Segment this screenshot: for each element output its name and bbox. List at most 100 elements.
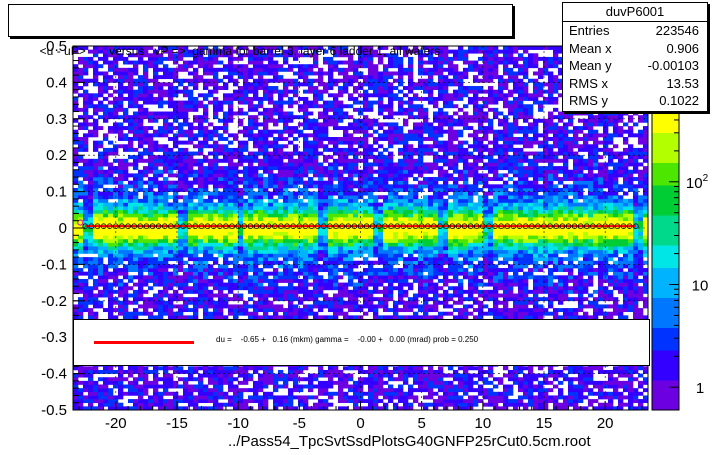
heatmap-cell — [198, 184, 204, 189]
heatmap-cell — [243, 86, 249, 90]
heatmap-cell — [168, 173, 174, 178]
heatmap-cell — [308, 71, 314, 76]
heatmap-cell — [118, 268, 124, 272]
heatmap-cell — [123, 89, 129, 94]
heatmap-cell — [103, 107, 109, 112]
heatmap-cell — [328, 191, 334, 196]
heatmap-cell — [333, 238, 339, 243]
heatmap-cell — [203, 282, 209, 287]
heatmap-cell — [238, 242, 244, 247]
heatmap-cell — [373, 100, 379, 105]
heatmap-cell — [148, 304, 154, 309]
heatmap-cell — [73, 282, 79, 287]
heatmap-cell — [268, 308, 274, 313]
heatmap-cell — [83, 289, 89, 294]
heatmap-cell — [168, 155, 174, 160]
heatmap-cell — [308, 260, 314, 265]
heatmap-cell — [183, 107, 189, 112]
heatmap-cell — [108, 107, 114, 112]
heatmap-cell — [178, 162, 184, 167]
heatmap-cell — [213, 158, 219, 163]
heatmap-cell — [113, 187, 119, 192]
heatmap-cell — [143, 187, 149, 192]
heatmap-cell — [208, 177, 214, 181]
heatmap-cell — [143, 300, 149, 305]
heatmap-cell — [338, 177, 344, 181]
heatmap-cell — [223, 180, 229, 185]
heatmap-cell — [193, 384, 199, 389]
heatmap-cell — [308, 78, 314, 83]
heatmap-cell — [188, 53, 194, 58]
heatmap-cell — [228, 60, 234, 65]
heatmap-cell — [93, 60, 99, 65]
heatmap-cell — [238, 209, 244, 214]
heatmap-cell — [183, 147, 189, 152]
heatmap-cell — [223, 147, 229, 152]
heatmap-cell — [378, 253, 384, 258]
heatmap-cell — [203, 257, 209, 262]
heatmap-cell — [238, 140, 244, 145]
heatmap-cell — [203, 406, 209, 411]
heatmap-cell — [353, 202, 359, 207]
heatmap-cell — [153, 82, 159, 87]
heatmap-cell — [233, 297, 239, 302]
heatmap-cell — [258, 49, 264, 54]
heatmap-cell — [293, 89, 299, 94]
heatmap-cell — [328, 166, 334, 171]
heatmap-cell — [343, 395, 349, 400]
heatmap-cell — [318, 289, 324, 294]
heatmap-cell — [153, 111, 159, 116]
heatmap-cell — [323, 107, 329, 112]
heatmap-cell — [78, 86, 84, 90]
heatmap-cell — [163, 129, 169, 134]
heatmap-cell — [383, 246, 389, 251]
heatmap-cell — [168, 271, 174, 276]
heatmap-cell — [363, 242, 369, 247]
heatmap-cell — [138, 86, 144, 90]
heatmap-cell — [73, 177, 79, 181]
heatmap-cell — [353, 242, 359, 247]
heatmap-cell — [178, 282, 184, 287]
heatmap-cell — [258, 231, 264, 236]
heatmap-cell — [188, 395, 194, 400]
heatmap-cell — [93, 126, 99, 131]
heatmap-cell — [268, 257, 274, 262]
heatmap-cell — [388, 384, 394, 389]
heatmap-cell — [348, 206, 354, 211]
heatmap-cell — [93, 304, 99, 309]
heatmap-cell — [373, 49, 379, 54]
heatmap-cell — [98, 180, 104, 185]
heatmap-cell — [368, 104, 374, 109]
heatmap-cell — [223, 126, 229, 131]
heatmap-cell — [138, 75, 144, 80]
heatmap-cell — [223, 297, 229, 302]
heatmap-cell — [73, 260, 79, 265]
heatmap-cell — [163, 373, 169, 378]
heatmap-cell — [233, 311, 239, 316]
heatmap-cell — [123, 275, 129, 280]
heatmap-cell — [288, 278, 294, 283]
heatmap-cell — [148, 93, 154, 98]
heatmap-cell — [218, 195, 224, 200]
heatmap-cell — [198, 180, 204, 185]
heatmap-cell — [333, 144, 339, 149]
heatmap-cell — [343, 89, 349, 94]
heatmap-cell — [173, 78, 179, 83]
heatmap-cell — [378, 238, 384, 243]
heatmap-cell — [103, 213, 109, 218]
heatmap-cell — [218, 78, 224, 83]
heatmap-cell — [343, 253, 349, 258]
heatmap-cell — [133, 228, 139, 232]
heatmap-cell — [253, 177, 259, 181]
heatmap-cell — [203, 286, 209, 291]
heatmap-cell — [158, 104, 164, 109]
heatmap-cell — [168, 304, 174, 309]
heatmap-cell — [168, 147, 174, 152]
heatmap-cell — [343, 268, 349, 272]
heatmap-cell — [348, 271, 354, 276]
heatmap-cell — [328, 257, 334, 262]
heatmap-cell — [123, 195, 129, 200]
heatmap-cell — [298, 300, 304, 305]
heatmap-cell — [158, 242, 164, 247]
heatmap-cell — [328, 253, 334, 258]
